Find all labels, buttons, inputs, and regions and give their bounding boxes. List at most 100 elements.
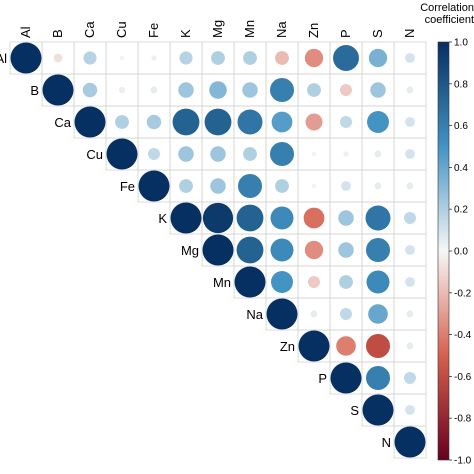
circle-layer bbox=[10, 42, 426, 458]
corr-circle-mg-na bbox=[270, 238, 294, 262]
corr-circle-mg-s bbox=[365, 237, 391, 263]
corr-circle-k-p bbox=[338, 210, 354, 226]
corr-circle-al-cu bbox=[119, 55, 125, 61]
corr-circle-b-ca bbox=[82, 82, 98, 98]
corr-circle-b-n bbox=[406, 86, 414, 94]
legend-title-line-1: Correlation bbox=[420, 2, 474, 14]
corr-circle-al-b bbox=[53, 53, 63, 63]
grid-layer bbox=[9, 41, 427, 459]
corr-circle-k-zn bbox=[303, 207, 325, 229]
corr-circle-al-mn bbox=[243, 51, 257, 65]
corr-circle-na-zn bbox=[310, 310, 318, 318]
corr-circle-al-k bbox=[179, 51, 193, 65]
col-label-mg: Mg bbox=[210, 20, 225, 38]
corr-circle-mn-p bbox=[339, 275, 353, 289]
corr-circle-mn-zn bbox=[307, 275, 321, 289]
corr-circle-b-b bbox=[42, 74, 74, 106]
legend-title-line-2: coefficient bbox=[424, 14, 474, 26]
colorbar-tick-label: -0.8 bbox=[454, 414, 472, 425]
corr-circle-cu-k bbox=[178, 146, 194, 162]
corr-circle-k-mg bbox=[202, 202, 234, 234]
col-label-al: Al bbox=[18, 26, 33, 38]
colorbar bbox=[437, 41, 450, 461]
corr-circle-ca-p bbox=[339, 115, 353, 129]
colorbar-tick-label: 1.0 bbox=[454, 38, 468, 49]
col-label-fe: Fe bbox=[146, 23, 161, 38]
corr-circle-mn-mn bbox=[234, 266, 266, 298]
corr-circle-al-p bbox=[333, 45, 359, 71]
col-label-ca: Ca bbox=[82, 21, 97, 38]
corr-circle-fe-mn bbox=[237, 173, 263, 199]
corr-circle-ca-n bbox=[405, 117, 415, 127]
row-label-k: K bbox=[158, 211, 167, 226]
corr-circle-b-mg bbox=[209, 81, 227, 99]
corr-circle-k-s bbox=[365, 205, 391, 231]
corr-circle-cu-s bbox=[374, 150, 382, 158]
corr-circle-b-p bbox=[339, 83, 353, 97]
row-label-cu: Cu bbox=[86, 147, 103, 162]
corr-circle-b-zn bbox=[307, 83, 321, 97]
corr-circle-na-na bbox=[266, 298, 298, 330]
label-layer: Al Al B B Ca Ca Cu Cu Fe Fe K K Mg Mg Mn Mn Na Na Zn Zn P P S S… bbox=[0, 20, 417, 450]
corr-circle-mg-n bbox=[405, 245, 415, 255]
corr-circle-ca-s bbox=[367, 111, 389, 133]
row-label-zn: Zn bbox=[280, 339, 295, 354]
corr-circle-k-mn bbox=[236, 204, 264, 232]
col-label-cu: Cu bbox=[114, 21, 129, 38]
colorbar-tick-label: 0.4 bbox=[454, 163, 468, 174]
corr-circle-mn-na bbox=[271, 271, 293, 293]
corr-circle-al-mg bbox=[211, 51, 225, 65]
row-label-fe: Fe bbox=[120, 179, 135, 194]
corr-circle-p-p bbox=[330, 362, 362, 394]
row-label-n: N bbox=[382, 435, 391, 450]
corr-circle-s-s bbox=[362, 394, 394, 426]
corr-circle-ca-ca bbox=[74, 106, 106, 138]
col-label-s: S bbox=[370, 29, 385, 38]
corr-circle-ca-fe bbox=[146, 114, 162, 130]
corr-circle-cu-fe bbox=[147, 147, 161, 161]
corr-circle-zn-s bbox=[365, 333, 391, 359]
row-label-b: B bbox=[30, 83, 39, 98]
corr-circle-mg-p bbox=[338, 242, 354, 258]
legend-title: Correlation coefficient bbox=[402, 2, 474, 26]
colorbar-tick-label: -0.6 bbox=[454, 372, 472, 383]
col-label-b: B bbox=[50, 29, 65, 38]
corr-circle-k-n bbox=[403, 211, 417, 225]
colorbar-tick-label: -0.2 bbox=[454, 288, 472, 299]
row-label-ca: Ca bbox=[54, 115, 71, 130]
corr-circle-cu-mg bbox=[210, 146, 226, 162]
col-label-na: Na bbox=[274, 21, 289, 38]
corr-circle-fe-s bbox=[374, 182, 382, 190]
corr-circle-n-n bbox=[394, 426, 426, 458]
col-label-n: N bbox=[402, 29, 417, 38]
corr-circle-zn-n bbox=[406, 342, 414, 350]
col-label-zn: Zn bbox=[306, 23, 321, 38]
row-label-s: S bbox=[350, 403, 359, 418]
colorbar-tick-label: 0.2 bbox=[454, 205, 468, 216]
corr-circle-ca-zn bbox=[305, 113, 323, 131]
corr-circle-s-n bbox=[405, 405, 415, 415]
colorbar-tick-label: -1.0 bbox=[454, 456, 472, 467]
corr-circle-b-na bbox=[269, 77, 295, 103]
colorbar-tick-label: -0.4 bbox=[454, 330, 472, 341]
corr-circle-na-s bbox=[368, 304, 388, 324]
corr-circle-p-s bbox=[365, 365, 391, 391]
colorbar-tick-label: 0.6 bbox=[454, 121, 468, 132]
corr-circle-k-na bbox=[270, 206, 294, 230]
corr-circle-fe-n bbox=[406, 182, 414, 190]
corr-circle-mg-mn bbox=[236, 236, 264, 264]
corr-circle-ca-mg bbox=[204, 108, 232, 136]
corr-circle-zn-p bbox=[336, 336, 356, 356]
corr-circle-ca-cu bbox=[115, 115, 129, 129]
corr-circle-cu-p bbox=[343, 151, 349, 157]
corr-circle-k-k bbox=[170, 202, 202, 234]
corr-circle-cu-cu bbox=[106, 138, 138, 170]
corr-circle-ca-k bbox=[172, 108, 200, 136]
corr-circle-fe-k bbox=[179, 179, 193, 193]
corr-circle-al-ca bbox=[83, 51, 97, 65]
row-label-p: P bbox=[318, 371, 327, 386]
corr-circle-al-n bbox=[405, 53, 415, 63]
legend: 1.0 0.8 0.6 0.4 0.2 0.0 -0.2 -0.4 -0.6 -0.8 -1.0 bbox=[437, 38, 472, 467]
grid-cell bbox=[393, 425, 427, 459]
